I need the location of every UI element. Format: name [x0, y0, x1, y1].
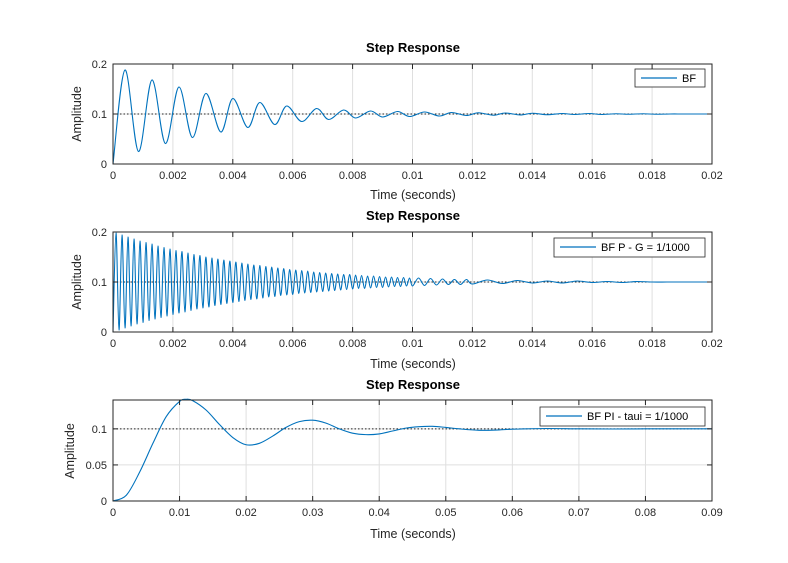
- x-tick-label: 0.01: [402, 338, 423, 350]
- subplot-3: Step Response 0 0.01 0.02 0.03 0.04 0.05 0.06 0…: [63, 377, 723, 541]
- subplot-3-xlabel: Time (seconds): [370, 527, 456, 541]
- subplot-2-title: Step Response: [366, 208, 460, 223]
- subplot-1-ticks: 0 0.002 0.004 0.006 0.008 0.01 0.012 0.014 0.016…: [92, 59, 723, 182]
- subplot-3-series: [112, 398, 712, 502]
- x-tick-label: 0.01: [402, 170, 423, 182]
- subplot-3-ylabel: Amplitude: [63, 423, 77, 479]
- x-tick-label: 0.05: [435, 507, 456, 519]
- x-tick-label: 0.004: [219, 338, 247, 350]
- subplot-2-legend-box: [553, 237, 706, 258]
- x-tick-label: 0.012: [459, 170, 487, 182]
- subplot-3-legend: BF PI - taui = 1/1000: [539, 406, 706, 427]
- subplot-3-axes-box: [112, 399, 713, 502]
- y-tick-label: 0: [101, 159, 107, 171]
- x-tick-label: 0.008: [339, 338, 367, 350]
- subplot-1-title: Step Response: [366, 40, 460, 55]
- x-tick-label: 0.06: [502, 507, 523, 519]
- x-tick-label: 0.09: [701, 507, 722, 519]
- x-tick-label: 0: [110, 170, 116, 182]
- x-tick-label: 0.008: [339, 170, 367, 182]
- y-tick-label: 0.1: [92, 277, 107, 289]
- x-tick-label: 0.02: [235, 507, 256, 519]
- x-tick-label: 0.006: [279, 170, 307, 182]
- subplot-1-legend: BF: [634, 68, 706, 88]
- x-tick-label: 0: [110, 507, 116, 519]
- subplot-2-ylabel: Amplitude: [70, 254, 84, 310]
- subplot-2-xlabel: Time (seconds): [370, 357, 456, 371]
- x-tick-label: 0.04: [369, 507, 390, 519]
- x-tick-label: 0.018: [638, 338, 666, 350]
- x-tick-label: 0.02: [701, 338, 722, 350]
- subplot-2-legend-label: BF P - G = 1/1000: [601, 242, 690, 254]
- y-tick-label: 0.1: [92, 109, 107, 121]
- series-line: [112, 232, 712, 333]
- x-tick-label: 0.012: [459, 338, 487, 350]
- subplot-1-ylabel: Amplitude: [70, 86, 84, 142]
- subplot-2-ticks: 0 0.002 0.004 0.006 0.008 0.01 0.012 0.014 0.016…: [92, 227, 723, 350]
- y-tick-label: 0: [101, 327, 107, 339]
- x-tick-label: 0.018: [638, 170, 666, 182]
- x-tick-label: 0.01: [169, 507, 190, 519]
- subplot-3-legend-box: [539, 406, 706, 427]
- x-tick-label: 0.02: [701, 170, 722, 182]
- y-tick-label: 0.05: [86, 460, 107, 472]
- x-tick-label: 0.03: [302, 507, 323, 519]
- x-tick-label: 0.016: [578, 170, 606, 182]
- subplot-2: Step Response 0 0.002 0.004 0.006 0.008 0.01 0…: [70, 208, 723, 371]
- x-tick-label: 0.006: [279, 338, 307, 350]
- x-tick-label: 0.002: [159, 338, 187, 350]
- subplot-1-xlabel: Time (seconds): [370, 188, 456, 202]
- series-line: [112, 69, 712, 165]
- subplot-2-legend: BF P - G = 1/1000: [553, 237, 706, 258]
- series-line: [112, 398, 712, 502]
- x-tick-label: 0.004: [219, 170, 247, 182]
- x-tick-label: 0.07: [568, 507, 589, 519]
- x-tick-label: 0.014: [519, 170, 547, 182]
- x-tick-label: 0.014: [519, 338, 547, 350]
- y-tick-label: 0.2: [92, 227, 107, 239]
- x-tick-label: 0.002: [159, 170, 187, 182]
- subplot-3-grid: [113, 400, 712, 501]
- y-tick-label: 0.2: [92, 59, 107, 71]
- x-tick-label: 0.08: [635, 507, 656, 519]
- y-tick-label: 0: [101, 496, 107, 508]
- subplot-3-ticks: 0 0.01 0.02 0.03 0.04 0.05 0.06 0.07 0.08 0.09 0 0.…: [86, 400, 723, 519]
- subplot-1-legend-label: BF: [682, 73, 696, 85]
- subplot-1-series: [112, 69, 712, 165]
- subplot-3-legend-label: BF PI - taui = 1/1000: [587, 411, 688, 423]
- x-tick-label: 0: [110, 338, 116, 350]
- subplot-2-series: [112, 232, 712, 333]
- subplot-1: Step Response 0 0.002 0.004 0.006 0.008 0.01 0…: [70, 40, 723, 202]
- y-tick-label: 0.1: [92, 424, 107, 436]
- subplot-3-title: Step Response: [366, 377, 460, 392]
- x-tick-label: 0.016: [578, 338, 606, 350]
